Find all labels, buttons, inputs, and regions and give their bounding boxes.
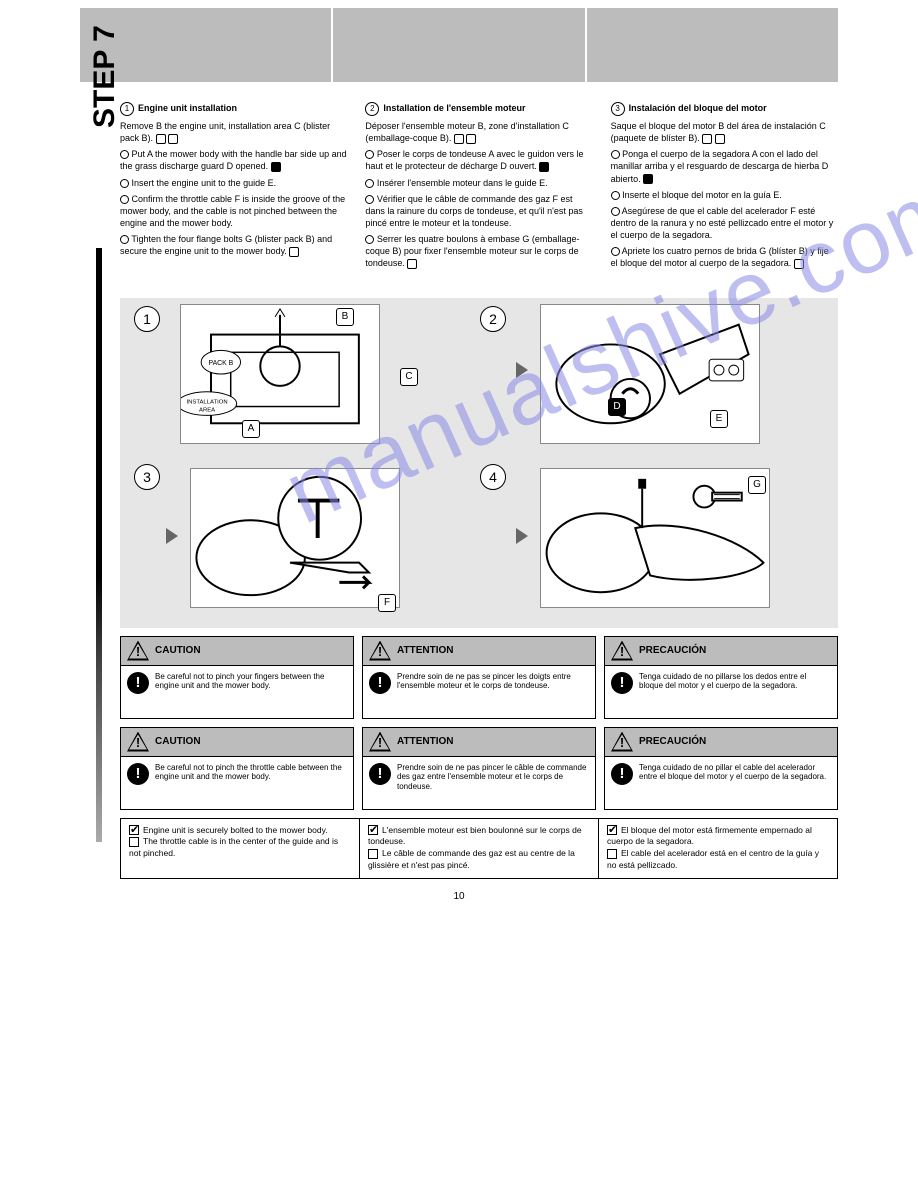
caution-box: ! ATTENTION ! Prendre soin de ne pas se pi… (362, 636, 596, 719)
caution-box: ! PRECAUCIÓN ! Tenga cuidado de no pillar … (604, 727, 838, 810)
lang-title: Instalación del bloque del motor (629, 102, 767, 114)
warning-triangle-icon: ! (369, 732, 391, 752)
warning-triangle-icon: ! (127, 641, 149, 661)
callout-E: E (710, 410, 728, 428)
arrow-icon (166, 528, 178, 544)
caution-text: Tenga cuidado de no pillar el cable del … (639, 763, 831, 782)
col-english: 1 Engine unit installation Remove B the … (120, 102, 347, 274)
exclamation-circle-icon: ! (127, 672, 149, 694)
caution-heading: CAUTION (155, 645, 201, 656)
top-tab-banner (80, 8, 838, 82)
warning-triangle-icon: ! (611, 732, 633, 752)
lang-badge: 1 (120, 102, 134, 116)
callout-step2: 2 (480, 306, 506, 332)
exclamation-circle-icon: ! (611, 672, 633, 694)
caution-row-b: ! CAUTION ! Be careful not to pinch the th… (120, 727, 838, 810)
callout-step4: 4 (480, 464, 506, 490)
exclamation-circle-icon: ! (369, 763, 391, 785)
lang-badge: 3 (611, 102, 625, 116)
figure-bolt-hand (540, 468, 770, 608)
caution-heading: CAUTION (155, 736, 201, 747)
exclamation-circle-icon: ! (369, 672, 391, 694)
illustration-panel: 1 PACK B INSTALLATION AREA B C A (120, 298, 838, 628)
top-tab-3 (587, 8, 838, 82)
callout-F: F (378, 594, 396, 612)
callout-B: B (336, 308, 354, 326)
lang-badge: 2 (365, 102, 379, 116)
checkbox-checked-icon (129, 825, 139, 835)
arrow-icon (516, 362, 528, 378)
caution-text: Prendre soin de ne pas se pincer les doi… (397, 672, 589, 691)
warning-triangle-icon: ! (611, 641, 633, 661)
caution-heading: PRECAUCIÓN (639, 736, 706, 747)
checkbox-empty-icon (368, 849, 378, 859)
page-number: 10 (0, 891, 918, 902)
warning-triangle-icon: ! (127, 732, 149, 752)
checklist-cell: L'ensemble moteur est bien boulonné sur … (359, 819, 598, 879)
caution-text: Prendre soin de ne pas pincer le câble d… (397, 763, 589, 792)
caution-box: ! PRECAUCIÓN ! Tenga cuidado de no pillars… (604, 636, 838, 719)
instruction-columns: 1 Engine unit installation Remove B the … (120, 102, 838, 274)
svg-text:AREA: AREA (199, 407, 215, 413)
svg-text:INSTALLATION: INSTALLATION (186, 399, 227, 405)
caution-heading: PRECAUCIÓN (639, 645, 706, 656)
callout-step1: 1 (134, 306, 160, 332)
caution-heading: ATTENTION (397, 645, 453, 656)
col-spanish: 3 Instalación del bloque del motor Saque… (611, 102, 838, 274)
checkbox-checked-icon (368, 825, 378, 835)
checklist-cell: Engine unit is securely bolted to the mo… (121, 819, 359, 879)
arrow-icon (516, 528, 528, 544)
caution-box: ! CAUTION ! Be careful not to pinch the th… (120, 727, 354, 810)
top-tab-2 (333, 8, 586, 82)
callout-G: G (748, 476, 766, 494)
svg-text:PACK B: PACK B (208, 360, 233, 367)
callout-A: A (242, 420, 260, 438)
caution-heading: ATTENTION (397, 736, 453, 747)
checkbox-checked-icon (607, 825, 617, 835)
warning-triangle-icon: ! (369, 641, 391, 661)
step-number: 7 (88, 25, 121, 42)
checklist-cell: El bloque del motor está firmemente empe… (598, 819, 837, 879)
exclamation-circle-icon: ! (127, 763, 149, 785)
caution-text: Tenga cuidado de no pillarse los dedos e… (639, 672, 831, 691)
step-indicator: STEP 7 (88, 128, 110, 842)
caution-box: ! CAUTION ! Be careful not to pinch your f… (120, 636, 354, 719)
callout-step3: 3 (134, 464, 160, 490)
step-progress-bar (96, 248, 102, 842)
figure-cable-groove (190, 468, 400, 608)
step-label: STEP (88, 50, 121, 128)
checkbox-empty-icon (129, 837, 139, 847)
lang-title: Engine unit installation (138, 102, 237, 114)
col-french: 2 Installation de l'ensemble moteur Dépo… (365, 102, 592, 274)
callout-D: D (608, 398, 626, 416)
caution-text: Be careful not to pinch the throttle cab… (155, 763, 347, 782)
checkbox-empty-icon (607, 849, 617, 859)
caution-box: ! ATTENTION ! Prendre soin de ne pas pince… (362, 727, 596, 810)
lang-title: Installation de l'ensemble moteur (383, 102, 525, 114)
caution-text: Be careful not to pinch your fingers bet… (155, 672, 347, 691)
callout-C: C (400, 368, 418, 386)
checklist-row: Engine unit is securely bolted to the mo… (120, 818, 838, 880)
caution-row-a: ! CAUTION ! Be careful not to pinch your f… (120, 636, 838, 719)
exclamation-circle-icon: ! (611, 763, 633, 785)
